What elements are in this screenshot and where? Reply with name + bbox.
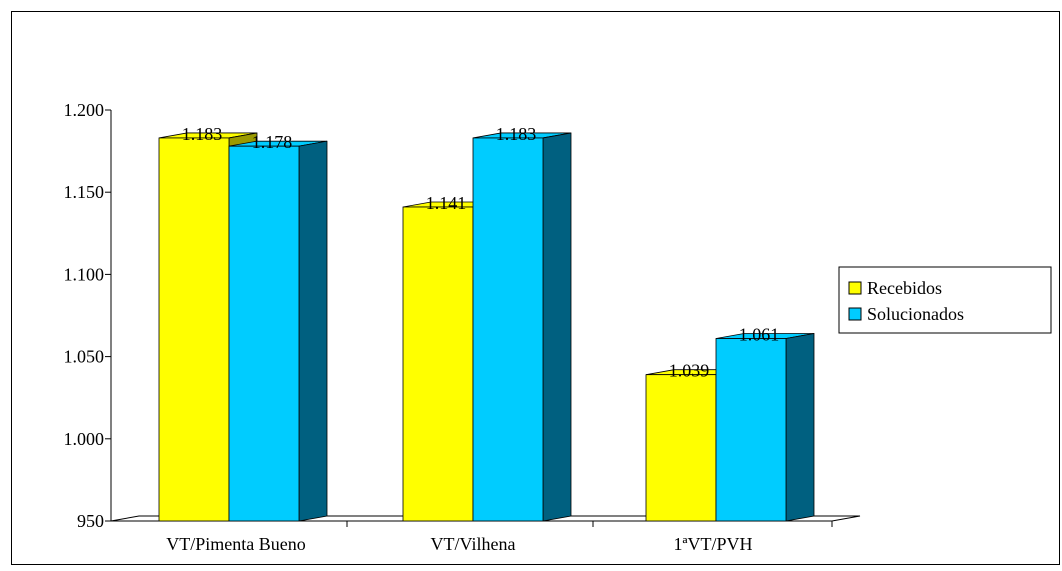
x-tick-label: VT/Pimenta Bueno — [166, 534, 305, 554]
data-label: 1.039 — [669, 361, 710, 381]
bar-side — [785, 333, 815, 522]
bar — [158, 137, 230, 522]
bar-side — [542, 132, 572, 522]
legend-swatch — [848, 281, 862, 295]
bar — [228, 145, 300, 522]
data-label: 1.141 — [426, 193, 467, 213]
y-tick-label: 1.200 — [64, 100, 105, 120]
data-label: 1.178 — [252, 132, 293, 152]
bar-side — [298, 140, 328, 522]
y-tick-label: 1.000 — [64, 429, 105, 449]
bar-chart: 950 1.000 1.050 1.100 1.150 1.200 1.183 1.178 1.… — [64, 100, 1052, 554]
legend-box — [838, 266, 1052, 334]
x-tick-label: VT/Vilhena — [431, 534, 516, 554]
bar — [402, 206, 474, 522]
bar — [472, 137, 544, 522]
y-tick-label: 950 — [77, 511, 104, 531]
data-label: 1.061 — [739, 325, 780, 345]
data-label: 1.183 — [182, 124, 223, 144]
bar — [715, 338, 787, 522]
x-tick-label: 1ªVT/PVH — [674, 534, 753, 554]
chart-frame: 950 1.000 1.050 1.100 1.150 1.200 1.183 1.178 1.… — [11, 11, 1060, 565]
legend-label: Recebidos — [867, 278, 942, 298]
data-label: 1.183 — [496, 124, 537, 144]
legend-swatch — [848, 307, 862, 321]
y-tick-label: 1.150 — [64, 182, 105, 202]
bar — [645, 374, 717, 522]
y-tick-label: 1.050 — [64, 347, 105, 367]
legend-label: Solucionados — [867, 304, 964, 324]
y-tick-label: 1.100 — [64, 264, 105, 284]
